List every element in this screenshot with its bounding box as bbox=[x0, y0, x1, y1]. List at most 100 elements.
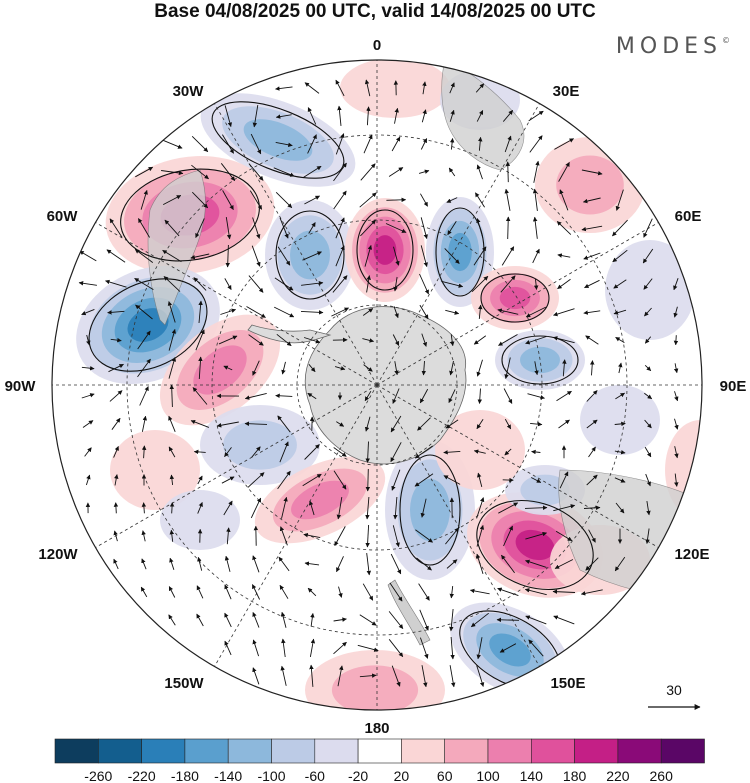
legend-swatch-5 bbox=[271, 738, 316, 764]
wind-vector-249 bbox=[251, 446, 261, 458]
legend-tick-9: 100 bbox=[476, 768, 500, 783]
wind-vector-297 bbox=[365, 496, 370, 520]
legend-tick-10: 140 bbox=[520, 768, 544, 783]
wind-vector-301 bbox=[476, 497, 485, 519]
wind-vector-323 bbox=[525, 531, 548, 540]
wind-vector-274 bbox=[333, 470, 347, 490]
wind-vector-298 bbox=[393, 496, 398, 520]
wind-vector-205 bbox=[244, 392, 267, 400]
wind-vector-308 bbox=[113, 530, 118, 542]
wind-vector-309 bbox=[141, 530, 146, 542]
wind-vector-144 bbox=[393, 306, 399, 319]
wind-vector-23 bbox=[250, 133, 262, 155]
wind-vector-123 bbox=[419, 273, 429, 295]
wind-vector-49 bbox=[533, 160, 540, 183]
contour-8 bbox=[399, 454, 461, 566]
wind-vector-122 bbox=[393, 276, 398, 292]
wind-vector-89 bbox=[643, 218, 653, 238]
legend-swatch-8 bbox=[401, 738, 445, 764]
wind-vector-103 bbox=[444, 248, 460, 264]
wind-vector-38 bbox=[220, 163, 236, 182]
anomaly-blob-2-2 bbox=[290, 230, 330, 280]
wind-vector-121 bbox=[366, 275, 371, 293]
wind-vector-310 bbox=[169, 529, 175, 542]
wind-vector-388 bbox=[476, 637, 483, 660]
wind-vector-80 bbox=[385, 223, 407, 233]
contour-4 bbox=[435, 207, 485, 297]
wind-vector-178 bbox=[108, 363, 124, 373]
antarctic-peninsula bbox=[247, 324, 332, 344]
wind-vector-286 bbox=[674, 473, 679, 487]
wind-vector-36 bbox=[161, 170, 184, 176]
wind-vector-369 bbox=[310, 612, 315, 627]
legend-swatch-12 bbox=[574, 738, 619, 764]
wind-vector-316 bbox=[334, 526, 346, 546]
wind-vector-352 bbox=[279, 584, 289, 599]
wind-vector-361 bbox=[524, 588, 547, 596]
wind-vector-170 bbox=[498, 334, 518, 346]
wind-vector-188 bbox=[394, 361, 399, 376]
wind-vector-368 bbox=[280, 611, 287, 628]
wind-vector-322 bbox=[503, 525, 513, 547]
wind-vector-371 bbox=[359, 614, 377, 626]
lon-label-120w: 120W bbox=[38, 546, 78, 563]
wind-vector-182 bbox=[223, 365, 233, 371]
latitude-circle-2 bbox=[126, 134, 628, 636]
wind-vector-320 bbox=[445, 527, 459, 545]
wind-vector-210 bbox=[392, 388, 400, 404]
wind-vector-399 bbox=[476, 665, 485, 687]
anomaly-blob-11-2 bbox=[410, 478, 450, 542]
wind-vector-65 bbox=[504, 188, 511, 211]
wind-vector-181 bbox=[198, 356, 203, 380]
wind-vector-58 bbox=[304, 195, 320, 205]
wind-vector-226 bbox=[216, 421, 239, 428]
wind-vector-125 bbox=[471, 275, 489, 293]
wind-vector-376 bbox=[496, 617, 520, 623]
legend-swatch-9 bbox=[444, 738, 489, 764]
wind-vector-28 bbox=[391, 136, 401, 152]
wind-vector-355 bbox=[362, 583, 374, 601]
wind-vector-198 bbox=[673, 363, 679, 374]
wind-vector-215 bbox=[527, 393, 545, 400]
wind-vector-141 bbox=[300, 310, 324, 315]
wind-vector-56 bbox=[249, 190, 263, 210]
wind-vector-359 bbox=[469, 588, 490, 595]
wind-vector-207 bbox=[307, 392, 317, 400]
wind-vector-305 bbox=[583, 505, 601, 510]
anomaly-blob-9-1 bbox=[223, 420, 297, 470]
wind-vector-62 bbox=[420, 193, 428, 207]
legend-swatch-2 bbox=[141, 738, 186, 764]
legend-swatch-10 bbox=[487, 738, 532, 764]
wind-vector-219 bbox=[644, 392, 653, 400]
wind-vector-117 bbox=[248, 275, 264, 293]
wind-vector-288 bbox=[113, 502, 119, 514]
wind-vector-196 bbox=[618, 362, 623, 374]
wind-vector-84 bbox=[505, 216, 511, 240]
wind-vector-342 bbox=[501, 554, 515, 574]
wind-vector-41 bbox=[302, 165, 322, 179]
wind-vector-171 bbox=[525, 336, 547, 345]
vector-reference-label: 30 bbox=[666, 682, 682, 698]
wind-vector-259 bbox=[531, 449, 541, 455]
wind-vector-366 bbox=[224, 612, 232, 628]
anomaly-blob-4-3 bbox=[448, 232, 472, 272]
wind-vector-282 bbox=[559, 471, 569, 489]
anomaly-blob-22-0 bbox=[580, 385, 660, 455]
wind-vector-332 bbox=[224, 555, 231, 572]
wind-vector-142 bbox=[331, 307, 350, 317]
wind-vector-102 bbox=[420, 245, 428, 268]
wind-vector-45 bbox=[418, 169, 430, 174]
anomaly-blob-10-2 bbox=[291, 480, 349, 520]
lon-label-150w: 150W bbox=[164, 675, 204, 692]
wind-vector-155 bbox=[86, 334, 91, 346]
legend-tick-7: 20 bbox=[394, 768, 410, 783]
wind-vector-262 bbox=[614, 449, 626, 455]
wind-vector-52 bbox=[140, 189, 148, 210]
wind-vector-79 bbox=[360, 219, 376, 237]
wind-vector-99 bbox=[335, 245, 345, 267]
wind-vector-338 bbox=[390, 553, 402, 575]
wind-vector-134 bbox=[107, 310, 125, 315]
wind-vector-151 bbox=[583, 310, 601, 315]
wind-vector-291 bbox=[197, 501, 203, 514]
wind-vector-248 bbox=[224, 447, 232, 457]
